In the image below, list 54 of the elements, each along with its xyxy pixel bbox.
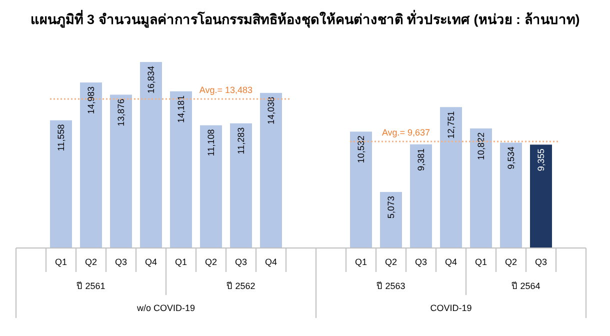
text: ปี 2563 (376, 281, 406, 291)
bar (170, 91, 192, 248)
data-label: 9,534 (506, 146, 516, 170)
text: COVID-19 (430, 303, 472, 313)
bar (530, 144, 552, 248)
text: w/o COVID-19 (136, 303, 196, 313)
bar (230, 123, 252, 248)
text: ปี 2562 (226, 281, 256, 291)
data-label: 11,108 (206, 129, 216, 156)
bar (50, 120, 72, 248)
x-tick-label: Q2 (84, 257, 98, 267)
bar (500, 142, 522, 248)
x-tick-label: Q3 (534, 257, 548, 267)
x-tick-label: Q1 (474, 257, 488, 267)
bar (410, 144, 432, 248)
text: ปี 2564 (512, 281, 540, 291)
data-label: 5,073 (386, 196, 396, 218)
x-tick-label: Q4 (144, 257, 158, 267)
bar (110, 94, 132, 248)
data-label: 11,558 (56, 124, 66, 152)
x-tick-label: Q2 (504, 257, 518, 267)
data-label: 14,038 (266, 96, 276, 124)
bar (200, 125, 222, 248)
bar (260, 92, 282, 248)
bar (140, 62, 162, 248)
data-label: 13,876 (116, 98, 126, 126)
data-label: 10,532 (356, 136, 366, 164)
x-tick-label: Q1 (174, 257, 188, 267)
data-label: 10,822 (476, 132, 486, 160)
data-label: 16,834 (146, 66, 156, 94)
x-tick-label: Q4 (264, 257, 278, 267)
x-tick-label: Q1 (54, 257, 68, 267)
x-tick-label: Q2 (384, 257, 398, 267)
data-label: 9,355 (536, 148, 546, 172)
bar (470, 128, 492, 248)
data-label: 14,181 (176, 95, 186, 123)
x-tick-label: Q3 (114, 257, 128, 267)
bar (380, 192, 402, 248)
x-tick-label: Q1 (354, 257, 368, 267)
data-label: 9,381 (416, 148, 426, 171)
data-label: 14,983 (86, 86, 96, 114)
ref-line-label: Avg.= 9,637 (382, 128, 430, 138)
chart-title: แผนภูมิที่ 3 จำนวนมูลค่าการโอนกรรมสิทธิห้องชุดให้คนต่างชาติ ทั่วประเทศ (หน่วย : ล้านบาท) (30, 9, 580, 28)
text: ปี 2561 (76, 281, 106, 291)
x-tick-label: Q3 (414, 257, 428, 267)
data-label: 12,751 (446, 111, 456, 139)
bar (80, 82, 102, 248)
bar (440, 107, 462, 248)
x-tick-label: Q3 (234, 257, 248, 267)
ref-line-label: Avg.= 13,483 (199, 85, 253, 96)
x-tick-label: Q4 (444, 257, 458, 267)
data-label: 11,283 (236, 127, 246, 154)
x-tick-label: Q2 (204, 257, 218, 267)
bar (350, 132, 372, 248)
